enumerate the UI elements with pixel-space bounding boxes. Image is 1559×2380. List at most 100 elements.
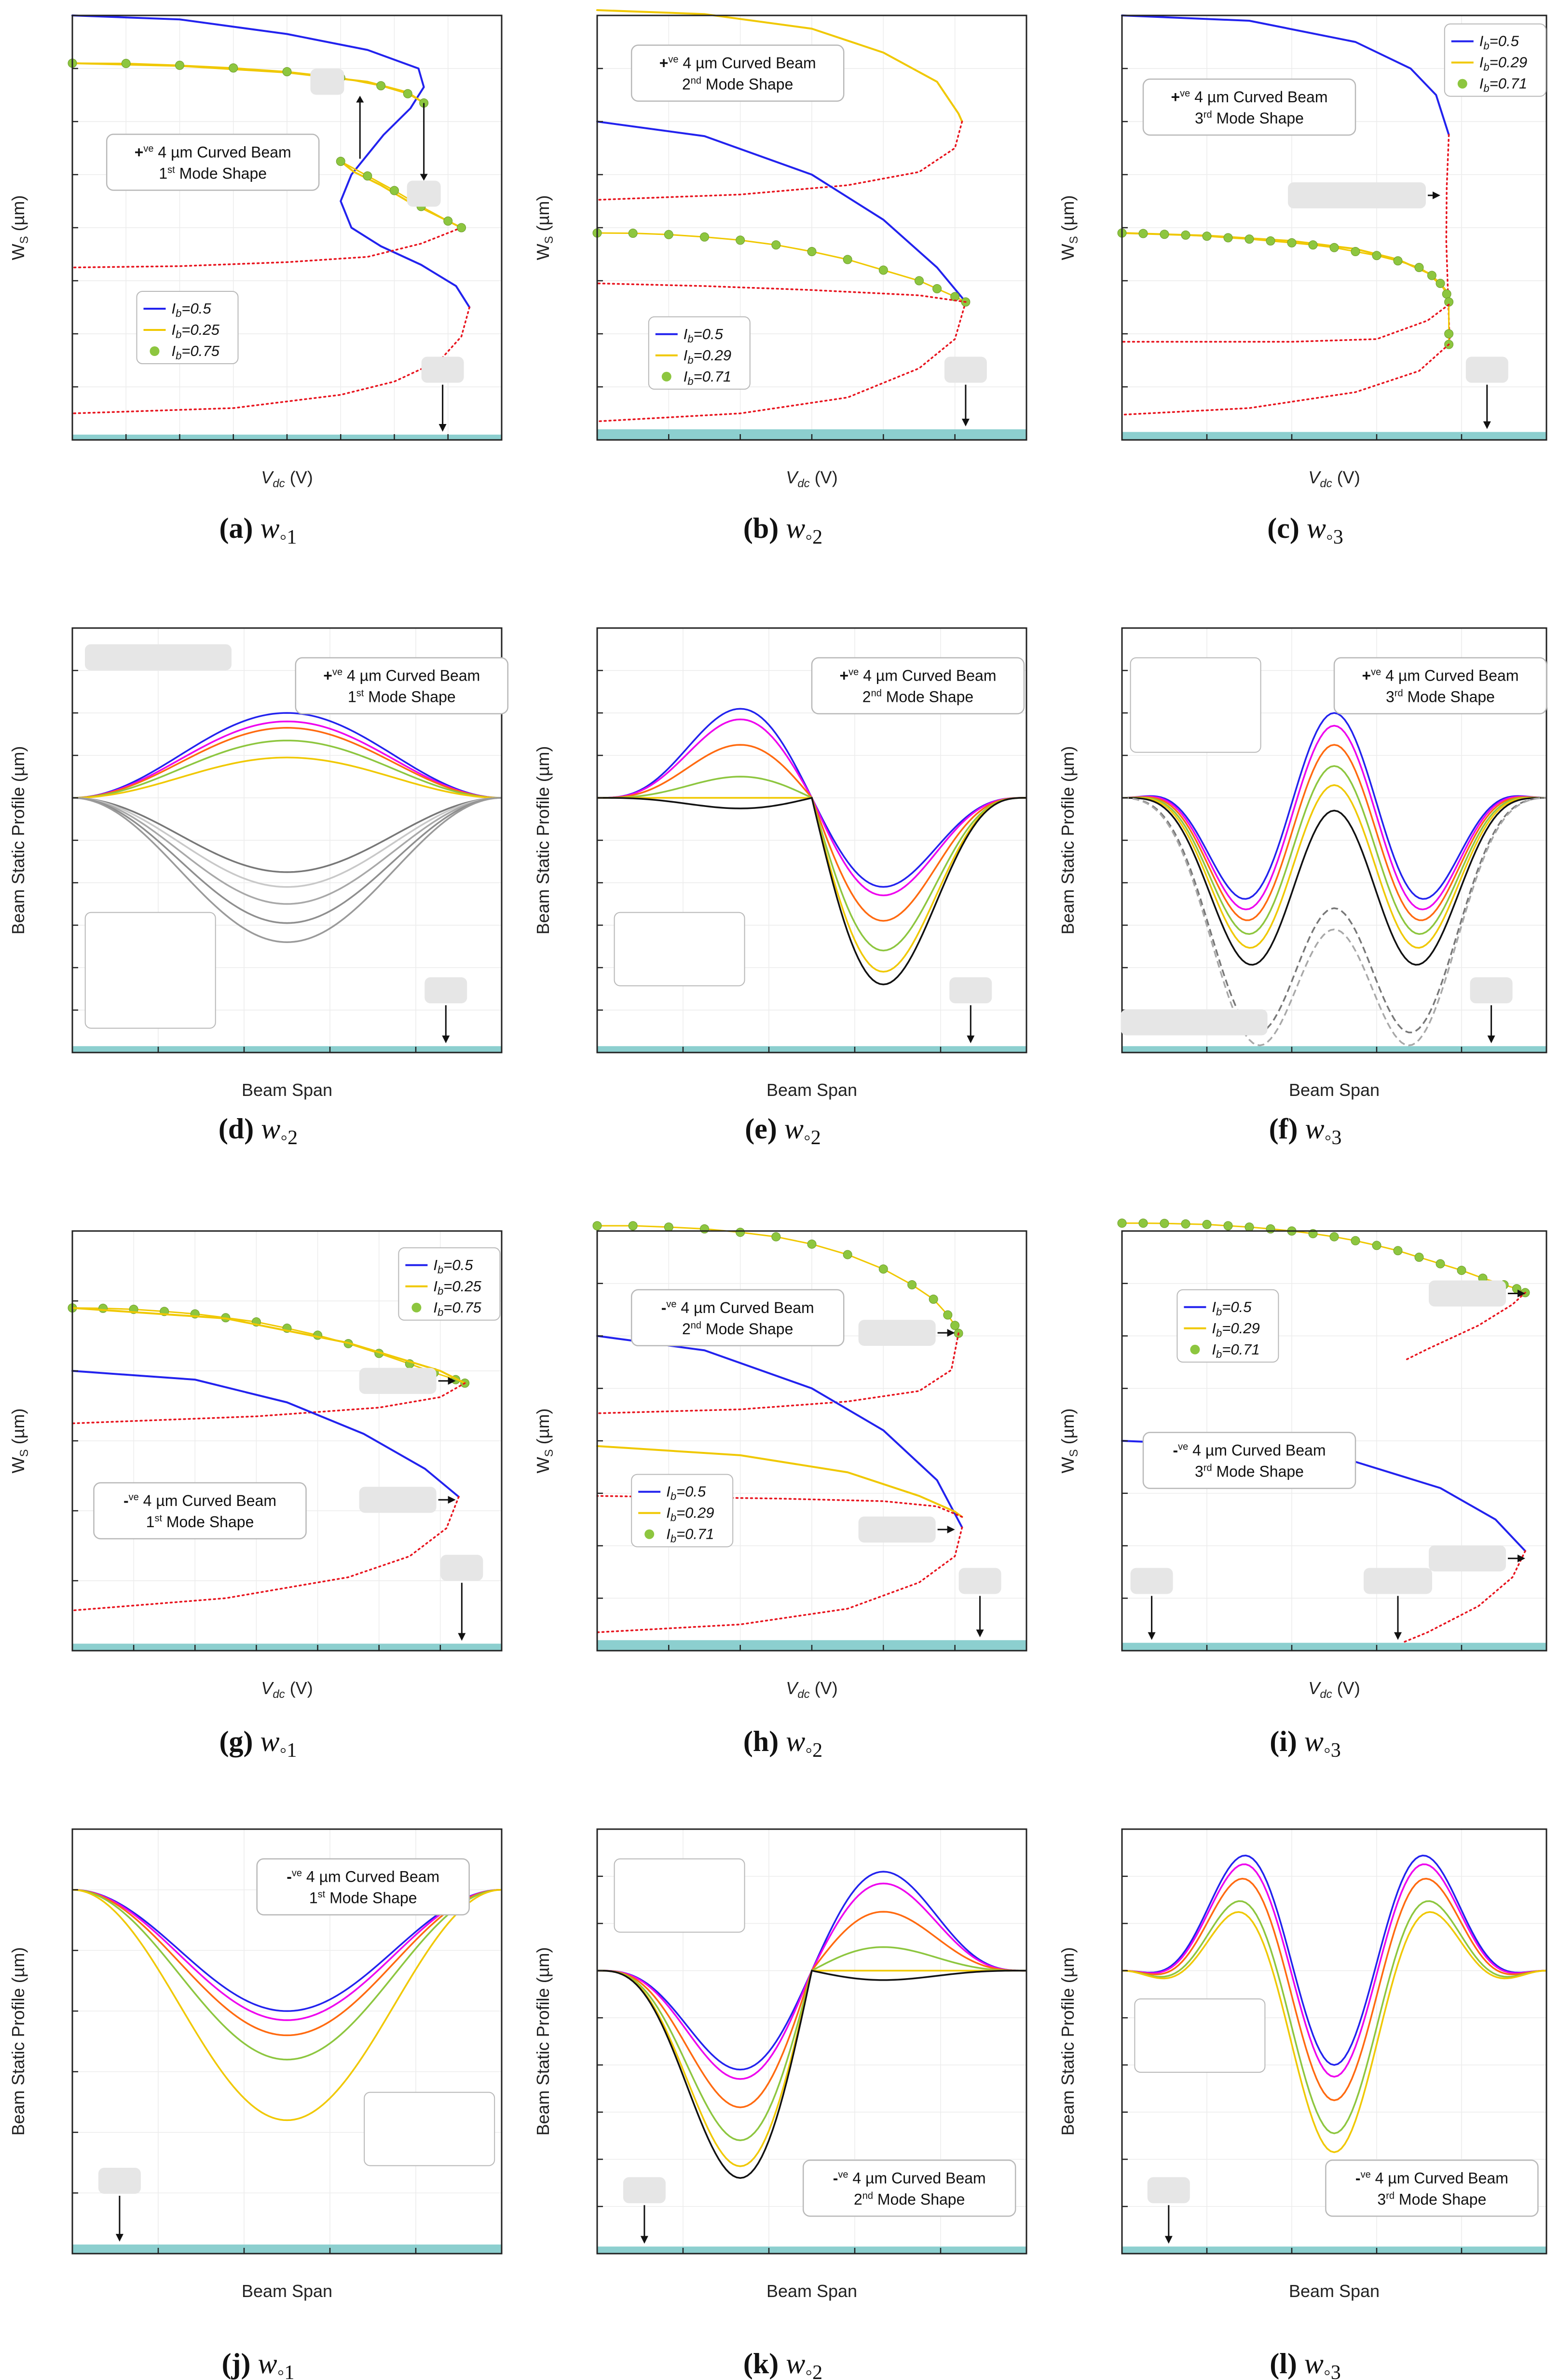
series-marker [1442,289,1451,299]
annotation-tag [310,68,344,95]
series-marker [1308,240,1318,250]
legend-label: Ib=0.25 [172,321,220,341]
annotation-arrowhead [976,1629,984,1638]
series-marker [1444,329,1454,339]
series-marker [878,1264,888,1274]
profile-curve [72,727,502,799]
annotation-tag [359,1368,437,1394]
annotation-tag [1364,1568,1432,1594]
annotation-arrowhead [1518,1289,1525,1298]
profile-curve [1121,1863,1547,2078]
voltage-legend-box [84,912,216,1029]
series-marker [282,67,292,77]
annotation-tag [1429,1545,1506,1572]
legend-label: Ib=0.5 [666,1483,706,1503]
annotation-tag [858,1320,936,1346]
panel-caption: (b) w◦2 [743,512,822,548]
title-box [106,134,320,191]
swe-electrode-bar [1122,2246,1546,2254]
series-marker [736,235,745,245]
y-axis-label: Beam Static Profile (µm) [1058,746,1078,935]
chart-panel-k: Beam Span Beam Static Profile (µm) -ve 4 µ… [533,1828,1027,2380]
series-marker [229,63,238,73]
series-marker [700,232,709,242]
profile-curve [72,1888,502,2121]
series-marker [807,1239,817,1249]
legend-label: Ib=0.75 [433,1299,481,1318]
legend-label: Ib=0.71 [666,1526,714,1545]
legend-label: Ib=0.29 [1212,1320,1259,1339]
annotation-tag [858,1516,936,1543]
title-line-1: -ve 4 µm Curved Beam [1173,1442,1326,1459]
annotation-arrowhead [458,1633,466,1641]
panel-caption: (g) w◦1 [219,1725,297,1762]
series-marker [121,59,131,68]
profile-curve [72,739,502,799]
legend-label: Ib=0.25 [433,1278,481,1297]
chart-panel-j: Beam Span Beam Static Profile (µm) -ve 4 µ… [8,1828,503,2380]
title-box [93,1482,307,1540]
y-axis-label: Beam Static Profile (µm) [8,1947,28,2136]
title-line-1: +ve 4 µm Curved Beam [1171,88,1327,106]
profile-curve [1121,1854,1547,2066]
series-marker [443,216,453,226]
series-line [71,306,470,414]
profile-curve [1121,1911,1547,2153]
y-axis-label: WS (µm) [533,195,556,260]
x-axis-label: Beam Span [242,2281,332,2301]
series-marker [1181,1219,1190,1229]
series-marker [1393,256,1403,266]
title-line-1: -ve 4 µm Curved Beam [833,2169,986,2187]
series-marker [628,1221,638,1231]
swe-electrode-bar [597,1046,1026,1053]
title-line-2: 2nd Mode Shape [854,2190,965,2208]
series-line [71,14,471,308]
series-marker [700,1224,709,1234]
panel-caption: (k) w◦2 [743,2348,822,2380]
title-line-1: +ve 4 µm Curved Beam [323,667,480,684]
legend-label: Ib=0.5 [172,300,212,319]
chart-panel-h: Vdc (V) WS (µm) -ve 4 µm Curved Beam 2nd Mo… [533,1221,1027,1762]
title-box [1333,657,1547,714]
annotation-tag [1465,356,1508,383]
title-box [811,657,1025,714]
plot-frame [596,1828,1027,2255]
annotation-arrowhead [448,1377,456,1385]
series-marker [1436,1259,1445,1269]
title-box [630,1289,845,1347]
panel-caption: (l) w◦3 [1270,2348,1341,2380]
annotation-tag [1288,182,1426,208]
y-axis-label: Beam Static Profile (µm) [533,1947,553,2136]
series-marker [929,1294,938,1304]
series-marker [1160,1218,1169,1228]
series-line [596,1335,963,1529]
panel-caption: (h) w◦2 [743,1725,822,1762]
annotation-arrowhead [356,96,364,103]
profile-curve [72,797,502,943]
profile-curve [72,1888,502,2061]
title-box [1325,2160,1539,2217]
series-marker [1202,1219,1212,1229]
plot-frame [71,1828,503,2255]
x-axis-label: Vdc (V) [261,1678,313,1701]
panel-caption: (e) w◦2 [745,1113,821,1149]
series-marker [628,229,638,238]
swe-electrode-bar [1122,1046,1546,1053]
profile-curve [1121,797,1547,1034]
profile-curve [1121,797,1547,1047]
annotation-arrowhead [640,2236,648,2244]
legend-swatch-dot [150,346,160,356]
series-marker [932,284,942,293]
series-line [71,1307,466,1384]
legend-label: Ib=0.5 [1212,1299,1252,1318]
title-line-2: 2nd Mode Shape [682,1320,793,1338]
annotation-arrowhead [947,1329,955,1337]
y-axis-label: WS (µm) [1058,1409,1080,1474]
title-line-2: 1st Mode Shape [159,164,267,182]
title-line-2: 3rd Mode Shape [1195,1463,1304,1480]
title-box [1142,1432,1356,1489]
series-marker [1351,247,1360,256]
series-line [596,282,967,303]
series-marker [1223,233,1233,243]
title-line-2: 3rd Mode Shape [1377,2190,1486,2208]
